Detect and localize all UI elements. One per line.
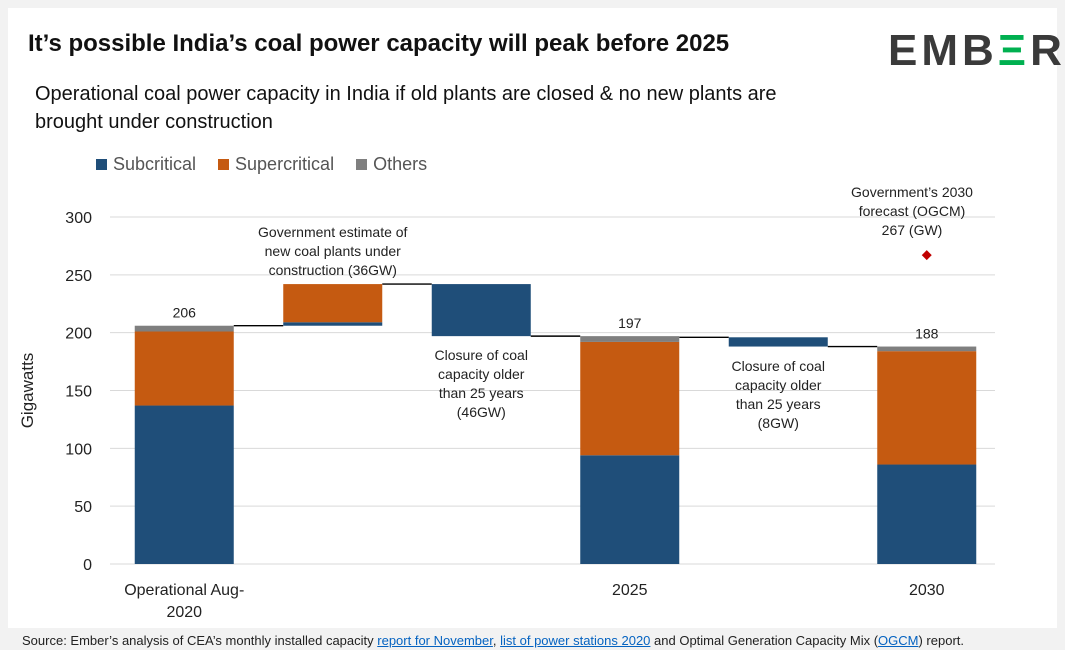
step-annotation: construction (36GW) — [269, 262, 397, 278]
waterfall-chart: 0 50 100 150 200 250 300 Gigawatts 206 Operationa… — [18, 184, 995, 621]
total-data-label: 206 — [173, 305, 197, 321]
bar-segment-others — [134, 325, 234, 332]
legend-swatch-others — [356, 159, 368, 170]
step-annotation: Government estimate of — [258, 224, 408, 240]
step-annotation: (8GW) — [758, 415, 799, 431]
y-tick-label: 200 — [65, 326, 92, 343]
source-prefix: Source: Ember’s analysis of CEA’s monthl… — [22, 633, 378, 648]
bar-segment-subcritical — [283, 322, 383, 326]
legend-item-supercritical: Supercritical — [218, 154, 334, 175]
y-tick-label: 0 — [83, 557, 92, 574]
bar-segment-supercritical — [877, 351, 977, 465]
legend-swatch-supercritical — [218, 159, 230, 170]
x-category-label: Operational Aug- — [124, 582, 244, 599]
legend-label-subcritical: Subcritical — [113, 154, 197, 174]
forecast-label: forecast (OGCM) — [859, 203, 966, 219]
forecast-label: 267 (GW) — [882, 222, 943, 238]
source-mid: and Optimal Generation Capacity Mix ( — [650, 633, 879, 648]
y-tick-label: 100 — [65, 441, 92, 458]
legend-label-others: Others — [373, 154, 428, 174]
step-annotation: capacity older — [735, 377, 822, 393]
chart-title: It’s possible India’s coal power capacit… — [28, 30, 730, 57]
x-category-label: 2020 — [166, 604, 202, 621]
forecast-marker — [921, 250, 932, 261]
total-data-label: 197 — [618, 315, 642, 331]
bar-segment-subcritical — [728, 337, 828, 347]
bar-segment-supercritical — [134, 331, 234, 406]
bar-segment-subcritical — [877, 464, 977, 564]
step-annotation: (46GW) — [457, 404, 506, 420]
logo-text-suffix: R — [1030, 26, 1065, 75]
source-suffix: ) report. — [918, 633, 964, 648]
source-link-power-stations[interactable]: list of power stations 2020 — [500, 633, 651, 648]
legend-swatch-subcritical — [96, 159, 107, 170]
source-link-ogcm[interactable]: OGCM — [878, 633, 919, 648]
logo-mark: Ξ — [997, 26, 1031, 75]
total-data-label: 188 — [915, 326, 939, 342]
ember-logo: EMBΞR — [888, 26, 1065, 76]
source-note: Source: Ember’s analysis of CEA’s monthl… — [22, 633, 964, 648]
bar-segment-supercritical — [580, 341, 680, 456]
y-tick-label: 150 — [65, 384, 92, 401]
y-axis-title: Gigawatts — [18, 353, 37, 429]
bar-segment-others — [580, 336, 680, 342]
step-annotation: than 25 years — [439, 385, 524, 401]
step-annotation: Closure of coal — [732, 358, 825, 374]
chart-subtitle: Operational coal power capacity in India… — [35, 83, 777, 133]
y-tick-label: 50 — [74, 499, 92, 516]
legend-item-subcritical: Subcritical — [96, 154, 196, 175]
bar-segment-subcritical — [134, 405, 234, 564]
bar-segment-subcritical — [580, 455, 680, 564]
bar-segment-subcritical — [431, 284, 531, 337]
x-category-label: 2025 — [612, 582, 648, 599]
source-link-report[interactable]: report for November — [377, 633, 493, 648]
legend-item-others: Others — [356, 154, 427, 175]
step-annotation: capacity older — [438, 366, 525, 382]
logo-text-prefix: EMB — [888, 26, 998, 75]
bar-segment-others — [877, 346, 977, 352]
bar-segment-supercritical — [283, 284, 383, 323]
y-tick-label: 300 — [65, 210, 92, 227]
step-annotation: than 25 years — [736, 396, 821, 412]
source-sep: , — [492, 633, 501, 648]
step-annotation: new coal plants under — [265, 243, 402, 259]
x-category-label: 2030 — [909, 582, 945, 599]
forecast-label: Government’s 2030 — [851, 184, 973, 200]
y-tick-label: 250 — [65, 268, 92, 285]
step-annotation: Closure of coal — [435, 347, 528, 363]
chart-legend: Subcritical Supercritical Others — [96, 154, 427, 175]
legend-label-supercritical: Supercritical — [235, 154, 335, 174]
